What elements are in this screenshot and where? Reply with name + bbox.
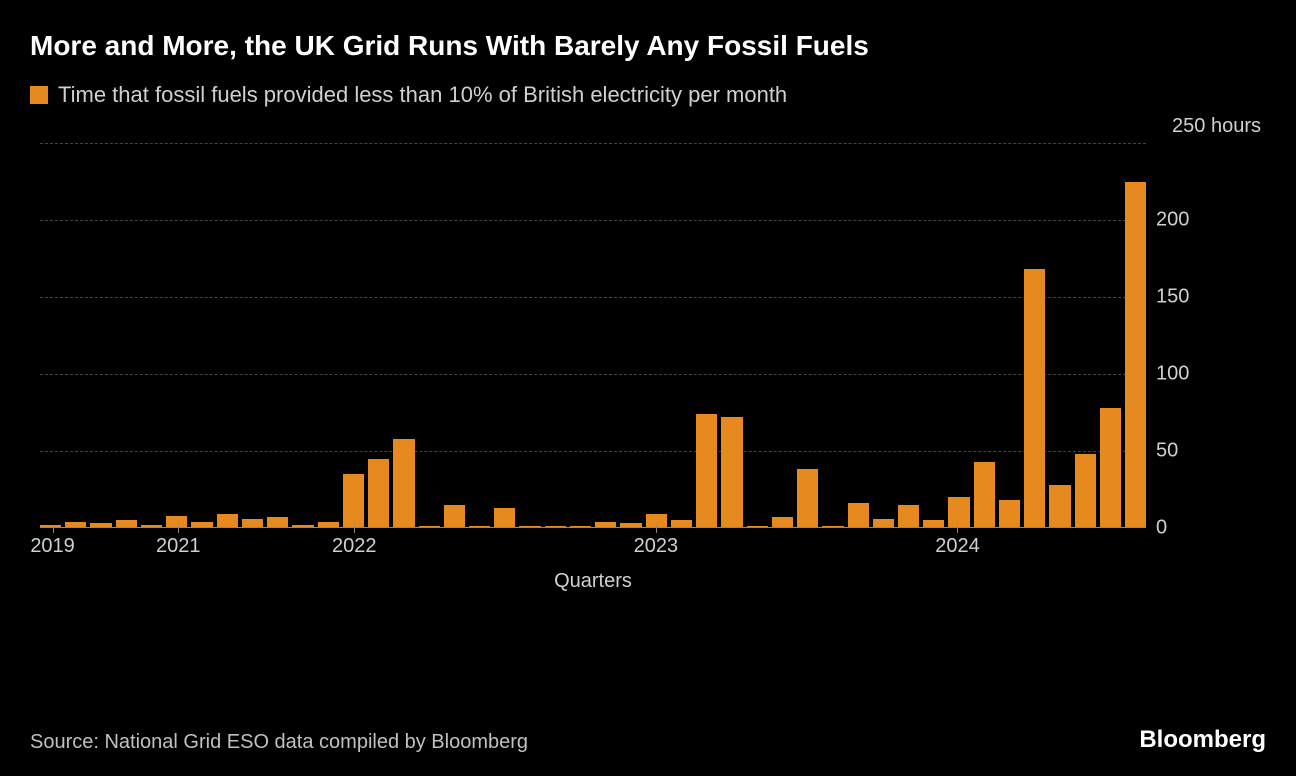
bars-group xyxy=(40,143,1146,528)
bar xyxy=(1075,454,1096,528)
bar xyxy=(721,417,742,528)
y-tick-label: 150 xyxy=(1156,286,1256,309)
x-tick-label: 2023 xyxy=(634,535,679,558)
plot-area: 250 hours 20192021202220232024 Quarters … xyxy=(40,143,1146,528)
footer: Source: National Grid ESO data compiled … xyxy=(30,726,1266,754)
chart-title: More and More, the UK Grid Runs With Bar… xyxy=(30,30,1266,62)
bar xyxy=(217,514,238,528)
x-axis: 20192021202220232024 xyxy=(40,533,1146,563)
y-tick-label: 200 xyxy=(1156,209,1256,232)
x-tick xyxy=(354,525,355,533)
legend-swatch-icon xyxy=(30,86,48,104)
bar xyxy=(898,505,919,528)
x-tick-label: 2021 xyxy=(156,535,201,558)
legend-label: Time that fossil fuels provided less tha… xyxy=(58,82,787,108)
bar xyxy=(948,497,969,528)
y-tick-label: 50 xyxy=(1156,440,1256,463)
y-tick-label: 100 xyxy=(1156,363,1256,386)
bar xyxy=(368,459,389,528)
bar xyxy=(494,508,515,528)
bar xyxy=(999,500,1020,528)
bar xyxy=(1100,408,1121,528)
bar xyxy=(974,462,995,528)
bar xyxy=(343,474,364,528)
x-tick xyxy=(656,525,657,533)
bar xyxy=(1125,182,1146,529)
brand-logo: Bloomberg xyxy=(1139,726,1266,754)
y-axis-unit-label: 250 hours xyxy=(1172,115,1261,138)
x-axis-baseline xyxy=(40,527,1146,528)
bar xyxy=(848,503,869,528)
x-tick-label: 2019 xyxy=(30,535,75,558)
bar xyxy=(797,469,818,528)
bar xyxy=(1049,485,1070,528)
chart-container: 250 hours 20192021202220232024 Quarters … xyxy=(30,118,1266,598)
bar xyxy=(696,414,717,528)
x-tick-label: 2022 xyxy=(332,535,377,558)
x-tick xyxy=(178,525,179,533)
x-tick xyxy=(53,525,54,533)
bar xyxy=(393,439,414,528)
bar xyxy=(1024,269,1045,528)
x-tick xyxy=(957,525,958,533)
x-axis-title: Quarters xyxy=(554,570,632,593)
bar xyxy=(444,505,465,528)
legend: Time that fossil fuels provided less tha… xyxy=(30,82,1266,108)
y-tick-label: 0 xyxy=(1156,517,1256,540)
x-tick-label: 2024 xyxy=(935,535,980,558)
source-attribution: Source: National Grid ESO data compiled … xyxy=(30,731,528,754)
